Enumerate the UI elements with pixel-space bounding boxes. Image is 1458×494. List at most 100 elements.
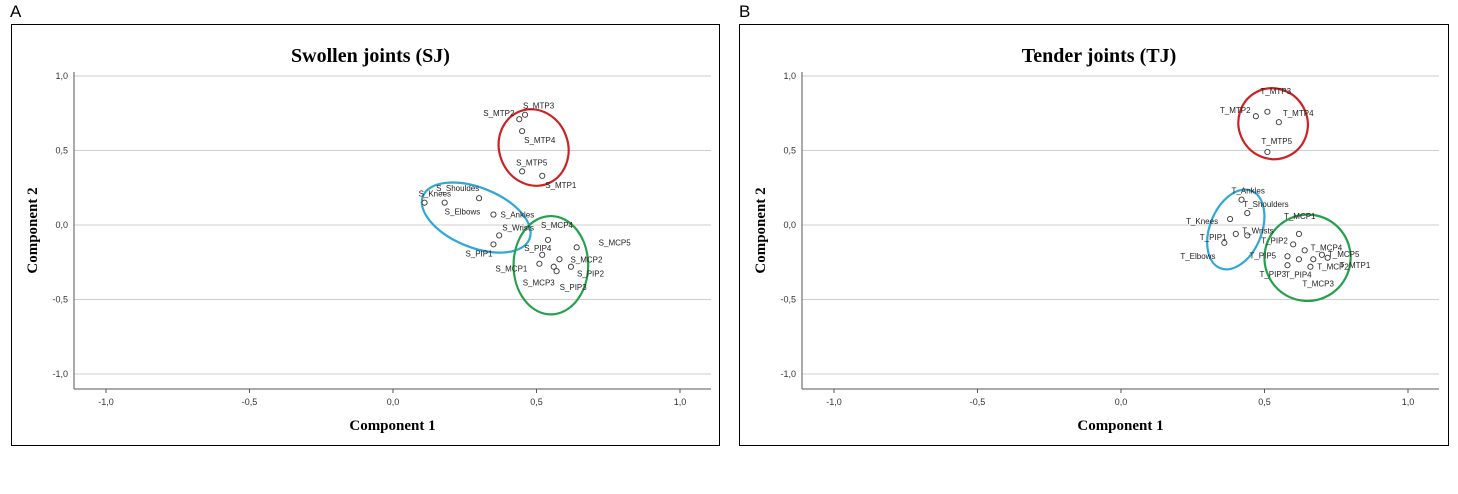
- x-axis-title: Component 1: [349, 418, 435, 434]
- point-label-s-mcp4: S_MCP4: [541, 221, 574, 230]
- point-label-s-pip4: S_PIP4: [524, 244, 552, 253]
- point-label-t-pip2: T_PIP2: [1261, 236, 1288, 245]
- point-s-pip2: [567, 263, 574, 270]
- point-label-s-wrists: S_Wrists: [502, 223, 534, 232]
- point-t-mtp5: [1264, 148, 1271, 156]
- y-tick-label: 1,0: [783, 71, 796, 81]
- cluster-ellipse-1: [1237, 87, 1309, 161]
- point-s-wrists: [496, 232, 503, 239]
- point-t-elbows: [1221, 239, 1228, 246]
- point-label-t-mcp2: T_MCP2: [1317, 262, 1349, 271]
- point-label-s-mcp1: S_MCP1: [495, 265, 528, 274]
- y-tick-label: -1,0: [52, 369, 68, 379]
- point-label-t-knees: T_Knees: [1186, 217, 1218, 226]
- cluster-ellipse-2: [1206, 188, 1266, 271]
- point-s-mtp4: [519, 128, 526, 135]
- x-tick-label: 0,5: [1258, 397, 1271, 407]
- y-axis-title: Component 2: [25, 187, 41, 273]
- point-t-pip1: [1232, 230, 1239, 237]
- point-label-s-mcp3: S_MCP3: [523, 279, 556, 288]
- y-tick-label: 1,0: [55, 71, 68, 81]
- point-label-t-mcp1: T_MCP1: [1284, 212, 1316, 221]
- panel-letter-a: A: [10, 2, 22, 21]
- point-s-knees: [421, 199, 428, 206]
- point-s-pip4: [539, 251, 546, 258]
- cluster-ellipse-3: [1263, 213, 1352, 303]
- point-t-mcp5: [1318, 251, 1325, 258]
- scatter-chart-sj: Swollen joints (SJ) 1,0 0,5 0,0 -0,5 -1,0 -1,0…: [25, 45, 711, 434]
- point-t-pip5: [1284, 253, 1291, 260]
- point-s-mcp2: [556, 256, 563, 263]
- cluster-ellipse-3: [512, 214, 590, 316]
- x-tick-label: -0,5: [970, 397, 986, 407]
- x-axis-title: Component 1: [1077, 418, 1163, 434]
- scatter-chart-tj: Tender joints (TJ) 1,0 0,5 0,0 -0,5 -1,0 -1,0 -…: [753, 45, 1439, 434]
- point-t-ankles: [1238, 196, 1245, 203]
- y-tick-label: -0,5: [52, 295, 68, 305]
- point-label-t-mcp5: T_MCP5: [1328, 250, 1360, 259]
- chart-title: Swollen joints (SJ): [291, 45, 450, 67]
- point-t-mcp2: [1310, 256, 1317, 263]
- point-label-s-mtp4: S_MTP4: [524, 136, 556, 145]
- point-label-s-mtp3: S_MTP3: [523, 102, 555, 111]
- panel-letter-b: B: [739, 2, 751, 21]
- point-label-s-shouldes: S_Shouldes: [436, 184, 479, 193]
- point-t-mtp2: [1252, 113, 1259, 120]
- x-tick-label: 1,0: [1402, 397, 1415, 407]
- point-label-t-pip3: T_PIP3: [1259, 270, 1286, 279]
- point-s-mtp5: [519, 168, 526, 175]
- y-tick-label: 0,0: [55, 220, 68, 230]
- point-label-s-mtp2: S_MTP2: [483, 109, 515, 118]
- x-tick-label: 0,0: [1115, 397, 1128, 407]
- point-label-t-wrists: T_Wrists: [1242, 226, 1273, 235]
- y-tick-label: -1,0: [780, 369, 796, 379]
- point-t-mtp3: [1264, 108, 1271, 115]
- y-tick-label: 0,5: [783, 146, 796, 156]
- x-tick-label: -1,0: [826, 397, 842, 407]
- point-label-s-pip3: S_PIP3: [560, 283, 588, 292]
- point-label-s-knees: S_Knees: [419, 190, 451, 199]
- point-label-s-elbows: S_Elbows: [445, 208, 481, 217]
- point-s-mcp4: [544, 236, 552, 243]
- point-t-mcp1: [1295, 230, 1302, 237]
- chart-panel-sj: Swollen joints (SJ) 1,0 0,5 0,0 -0,5 -1,0 -1,0…: [11, 24, 720, 446]
- point-label-s-mtp5: S_MTP5: [516, 158, 548, 167]
- point-label-t-pip5: T_PIP5: [1249, 251, 1276, 260]
- point-label-s-mcp2: S_MCP2: [570, 255, 603, 264]
- point-s-mcp5: [573, 244, 580, 251]
- point-t-pip4: [1295, 256, 1302, 263]
- x-tick-label: 0,0: [387, 397, 400, 407]
- point-label-s-pip1: S_PIP1: [465, 249, 493, 258]
- point-t-wrists: [1244, 232, 1251, 239]
- point-label-s-mcp5: S_MCP5: [599, 238, 632, 247]
- point-s-mtp3: [521, 111, 529, 118]
- y-tick-label: 0,0: [783, 220, 796, 230]
- point-s-mcp3: [550, 263, 557, 270]
- y-tick-label: -0,5: [780, 295, 796, 305]
- point-s-pip3: [553, 268, 560, 275]
- point-label-t-shoulders: T_Shoulders: [1243, 200, 1288, 209]
- point-s-shouldes: [476, 195, 483, 202]
- point-label-t-mtp4: T_MTP4: [1283, 109, 1314, 118]
- point-s-ankles: [490, 211, 497, 218]
- point-label-t-mcp3: T_MCP3: [1302, 280, 1334, 289]
- point-t-pip2: [1290, 241, 1297, 248]
- point-t-shoulders: [1244, 210, 1251, 217]
- cluster-ellipse-2: [420, 181, 532, 254]
- point-s-mtp2: [516, 116, 523, 123]
- chart-panel-tj: Tender joints (TJ) 1,0 0,5 0,0 -0,5 -1,0 -1,0 -…: [739, 24, 1449, 446]
- x-tick-label: -0,5: [242, 397, 258, 407]
- point-label-t-mtp2: T_MTP2: [1220, 106, 1251, 115]
- point-s-mtp1: [539, 172, 546, 179]
- point-label-t-elbows: T_Elbows: [1180, 252, 1215, 261]
- point-t-mtp1: [1324, 254, 1331, 261]
- cluster-ellipse-1: [497, 108, 570, 187]
- x-tick-label: 1,0: [674, 397, 687, 407]
- point-label-t-ankles: T_Ankles: [1232, 187, 1265, 196]
- point-label-s-pip2: S_PIP2: [577, 270, 605, 279]
- point-label-t-pip1: T_PIP1: [1200, 233, 1227, 242]
- point-t-knees: [1227, 215, 1234, 223]
- x-tick-label: -1,0: [98, 397, 114, 407]
- point-label-t-mtp5: T_MTP5: [1261, 137, 1292, 146]
- point-label-t-pip4: T_PIP4: [1285, 270, 1312, 279]
